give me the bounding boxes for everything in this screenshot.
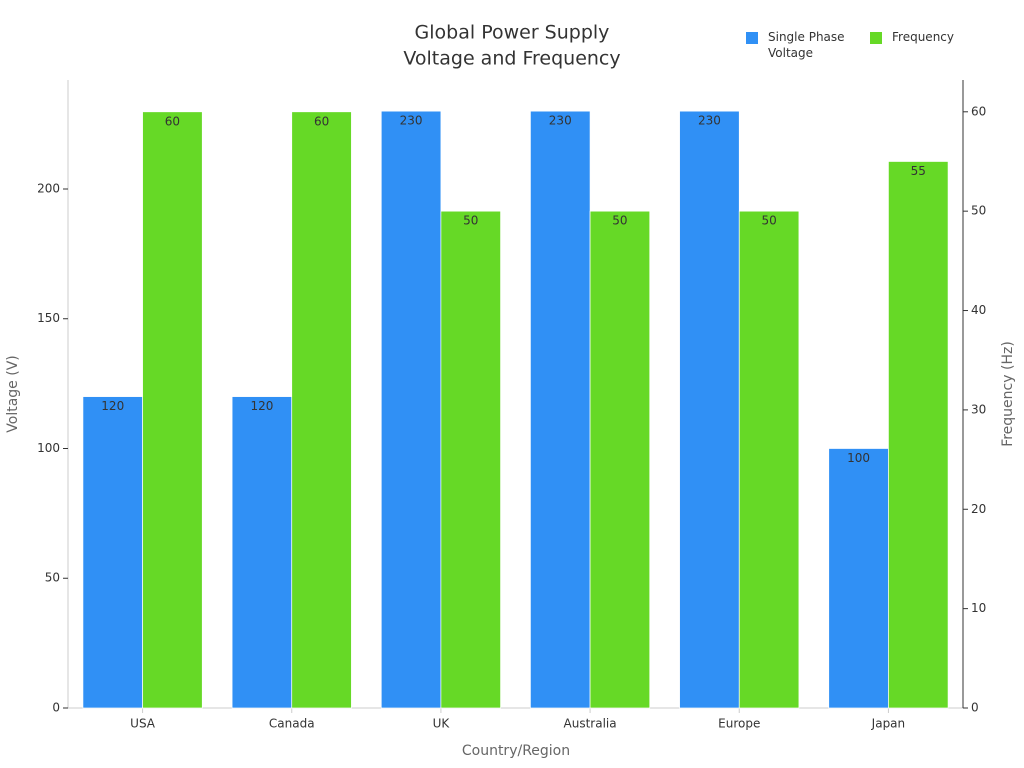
bar (291, 111, 352, 709)
legend-swatch (870, 32, 882, 44)
bar (440, 210, 501, 709)
y-tick-label: 150 (37, 311, 60, 325)
value-label: 50 (761, 214, 776, 228)
bar (738, 210, 800, 709)
bar (679, 110, 740, 709)
legend: Single Phase Voltage Frequency (746, 29, 976, 61)
value-label: 50 (463, 214, 478, 228)
chart-title: Global Power Supply (415, 22, 610, 44)
bar (142, 111, 203, 709)
x-tick-label: USA (130, 717, 156, 731)
value-label: 120 (250, 399, 273, 413)
x-tick-label: Japan (871, 717, 905, 731)
bar (828, 448, 889, 709)
bar (231, 396, 293, 709)
x-tick-label: Australia (564, 717, 617, 731)
legend-item: Single Phase Voltage (746, 29, 852, 61)
bar (82, 396, 143, 709)
legend-label: Single Phase Voltage (768, 30, 845, 60)
value-label: 120 (101, 399, 124, 413)
y-tick-label: 100 (37, 441, 60, 455)
value-label: 55 (911, 164, 926, 178)
bar (589, 210, 651, 709)
value-label: 60 (165, 114, 180, 128)
y2-axis-label: Frequency (Hz) (1000, 341, 1016, 447)
y-tick-label: 0 (52, 701, 60, 715)
y2-tick-label: 30 (971, 402, 986, 416)
bar (888, 161, 949, 709)
value-label: 50 (612, 214, 627, 228)
legend-item: Frequency (870, 29, 976, 61)
value-label: 60 (314, 114, 329, 128)
value-label: 230 (400, 114, 423, 128)
x-tick-label: UK (433, 717, 451, 731)
x-axis-label: Country/Region (462, 743, 570, 759)
bar (380, 110, 442, 709)
value-label: 100 (847, 451, 870, 465)
y2-tick-label: 10 (971, 601, 986, 615)
value-label: 230 (698, 114, 721, 128)
y2-tick-label: 0 (971, 701, 979, 715)
chart-title: Voltage and Frequency (403, 48, 620, 70)
legend-label: Frequency (892, 30, 954, 44)
y2-tick-label: 50 (971, 204, 986, 218)
y-tick-label: 50 (45, 571, 60, 585)
y-axis-label: Voltage (V) (5, 355, 21, 432)
y2-tick-label: 40 (971, 303, 986, 317)
bar (530, 110, 591, 709)
x-tick-label: Canada (269, 717, 315, 731)
y2-tick-label: 20 (971, 502, 986, 516)
legend-swatch (746, 32, 758, 44)
x-tick-label: Europe (718, 717, 760, 731)
y-tick-label: 200 (37, 181, 60, 195)
value-label: 230 (549, 114, 572, 128)
y2-tick-label: 60 (971, 104, 986, 118)
